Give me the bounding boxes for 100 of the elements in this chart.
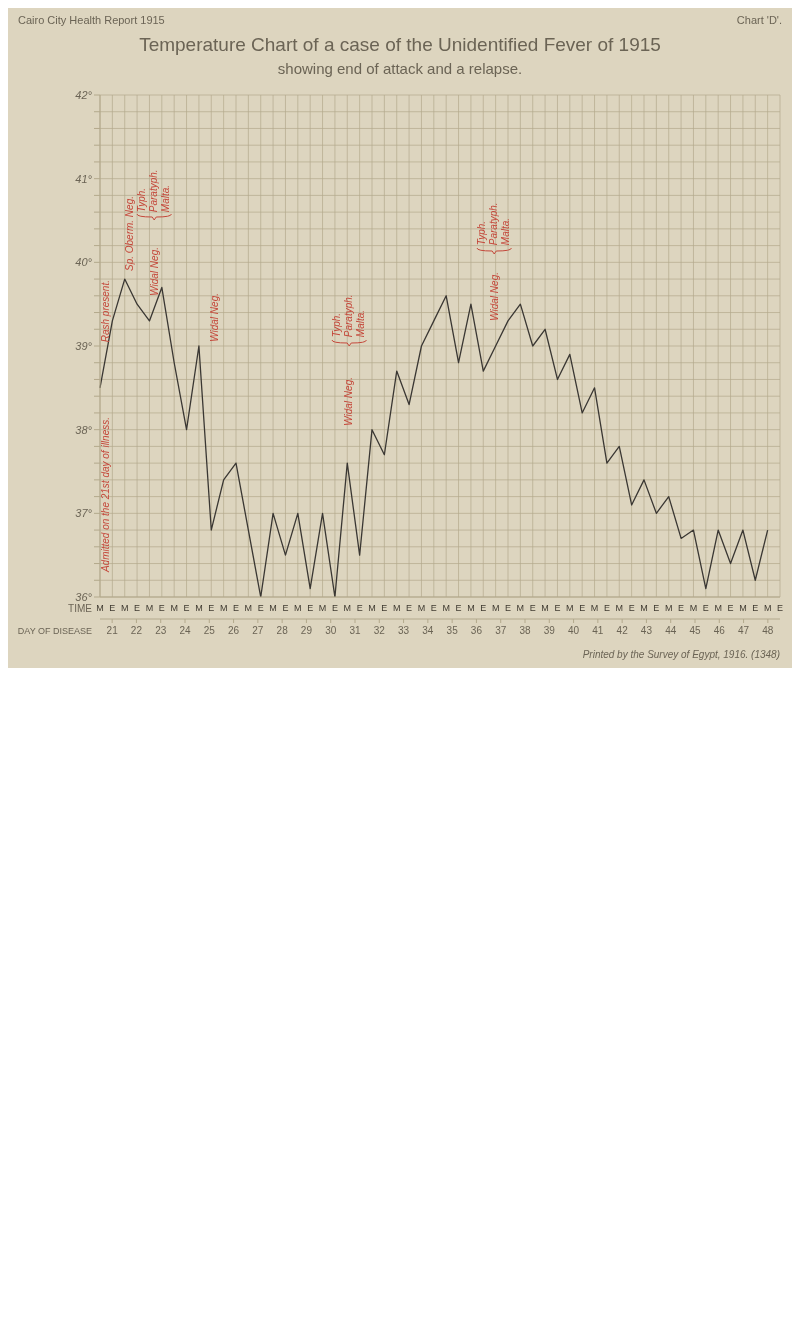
x2-tick-label: 48 — [762, 625, 774, 636]
x-tick-label: E — [554, 603, 561, 614]
x-tick-label: E — [529, 603, 536, 614]
chart-subtitle: showing end of attack and a relapse. — [276, 60, 524, 77]
x2-tick-label: 41 — [592, 625, 604, 636]
x-tick-label: E — [356, 603, 363, 614]
x-tick-label: M — [219, 603, 228, 614]
x-tick-label: E — [678, 603, 685, 614]
x2-tick-label: 46 — [713, 625, 726, 636]
x-tick-label: M — [640, 603, 648, 614]
x2-tick-label: 24 — [179, 625, 191, 636]
x-tick-label: E — [307, 603, 314, 614]
x-tick-label: M — [541, 603, 549, 614]
x-tick-label: E — [430, 603, 437, 614]
y-tick-label: 39° — [75, 339, 93, 352]
x-tick-label: M — [714, 603, 722, 614]
x-tick-label: M — [417, 603, 426, 614]
annotation: Widal Neg. — [342, 376, 355, 426]
text: Chart 'D'. — [736, 14, 782, 26]
x-tick-label: E — [331, 603, 338, 614]
x2-tick-label: 37 — [495, 625, 507, 636]
annotation: Typh. Paratyph. Malta. — [476, 201, 513, 246]
text: Cairo City Health Report 1915 — [18, 14, 165, 26]
x2-tick-label: 21 — [106, 625, 119, 636]
text: Printed by the Survey of Egypt, 1916. (1348) — [581, 648, 781, 660]
x2-tick-label: 39 — [543, 625, 556, 636]
annotation: Rash present. — [100, 279, 112, 342]
x2-axis-title: DAY OF DISEASE — [17, 626, 92, 636]
x-tick-label: E — [232, 603, 240, 614]
x2-tick-label: 38 — [519, 625, 531, 636]
annotation: Widal Neg. — [148, 246, 161, 296]
x-tick-label: E — [109, 603, 116, 614]
x-tick-label: E — [702, 603, 709, 614]
x2-tick-label: 22 — [130, 625, 143, 636]
x2-tick-label: 35 — [446, 625, 459, 636]
x-tick-label: M — [392, 603, 401, 614]
x2-tick-label: 34 — [422, 625, 434, 636]
x-tick-label: M — [566, 603, 574, 614]
x-tick-label: E — [752, 603, 759, 614]
annotation: Admitted on the 21st day of illness. — [100, 416, 112, 572]
x-tick-label: M — [763, 603, 772, 614]
x2-tick-label: 31 — [349, 625, 361, 636]
x-tick-label: M — [269, 603, 277, 614]
x-tick-label: E — [183, 603, 190, 614]
x2-tick-label: 30 — [325, 625, 337, 636]
x-tick-label: M — [145, 603, 154, 614]
x2-tick-label: 45 — [689, 625, 701, 636]
x-tick-label: M — [590, 603, 599, 614]
x-tick-label: M — [689, 603, 698, 614]
x2-tick-label: 42 — [616, 625, 629, 636]
x-tick-label: E — [158, 603, 165, 614]
x2-tick-label: 27 — [252, 625, 264, 636]
x-tick-label: E — [776, 603, 784, 614]
y-tick-label: 40° — [75, 256, 93, 269]
y-tick-label: 37° — [75, 507, 93, 520]
x2-tick-label: 29 — [300, 625, 313, 636]
x-tick-label: M — [739, 603, 747, 614]
x2-tick-label: 44 — [665, 625, 677, 636]
x-tick-label: M — [294, 603, 302, 614]
x-tick-label: E — [257, 603, 264, 614]
x-tick-label: E — [504, 603, 512, 614]
x-tick-label: M — [120, 603, 129, 614]
x-tick-label: E — [282, 603, 289, 614]
x2-tick-label: 32 — [373, 625, 386, 636]
y-tick-label: 41° — [75, 172, 93, 185]
annotation: Widal Neg. — [209, 292, 222, 342]
x-tick-label: E — [208, 603, 215, 614]
annotation: Typh. Paratyph. Malta. — [330, 293, 367, 338]
x2-tick-label: 26 — [228, 625, 240, 636]
x-tick-label: E — [381, 603, 388, 614]
x-tick-label: M — [96, 603, 104, 614]
y-tick-label: 38° — [75, 423, 93, 436]
annotation: Widal Neg. — [488, 272, 501, 321]
x-tick-label: M — [318, 603, 327, 614]
x2-tick-label: 23 — [155, 625, 167, 636]
x-tick-label: M — [244, 603, 253, 614]
x-tick-label: E — [579, 603, 586, 614]
x2-tick-label: 33 — [398, 625, 410, 636]
x-tick-label: E — [603, 603, 610, 614]
x-tick-label: E — [653, 603, 660, 614]
x2-tick-label: 47 — [738, 625, 750, 636]
x-tick-label: M — [442, 603, 450, 614]
chart-title: Temperature Chart of a case of the Unidentified Fever of 1915 — [138, 34, 662, 56]
x-tick-label: E — [727, 603, 734, 614]
x-tick-label: M — [343, 603, 352, 614]
annotation: Typh. Paratyph. Malta. — [136, 168, 173, 213]
x-tick-label: E — [455, 603, 462, 614]
x-axis-title: TIME — [68, 602, 93, 614]
x-tick-label: M — [195, 603, 203, 614]
y-tick-label: 36° — [75, 590, 93, 603]
x2-tick-label: 40 — [568, 625, 580, 636]
x-tick-label: E — [134, 603, 141, 614]
x-tick-label: M — [368, 603, 376, 614]
x-tick-label: M — [664, 603, 673, 614]
x2-tick-label: 28 — [276, 625, 289, 636]
x2-tick-label: 25 — [203, 625, 216, 636]
x-tick-label: E — [480, 603, 487, 614]
x2-tick-label: 43 — [640, 625, 653, 636]
x-tick-label: M — [467, 603, 475, 614]
x-tick-label: M — [516, 603, 525, 614]
